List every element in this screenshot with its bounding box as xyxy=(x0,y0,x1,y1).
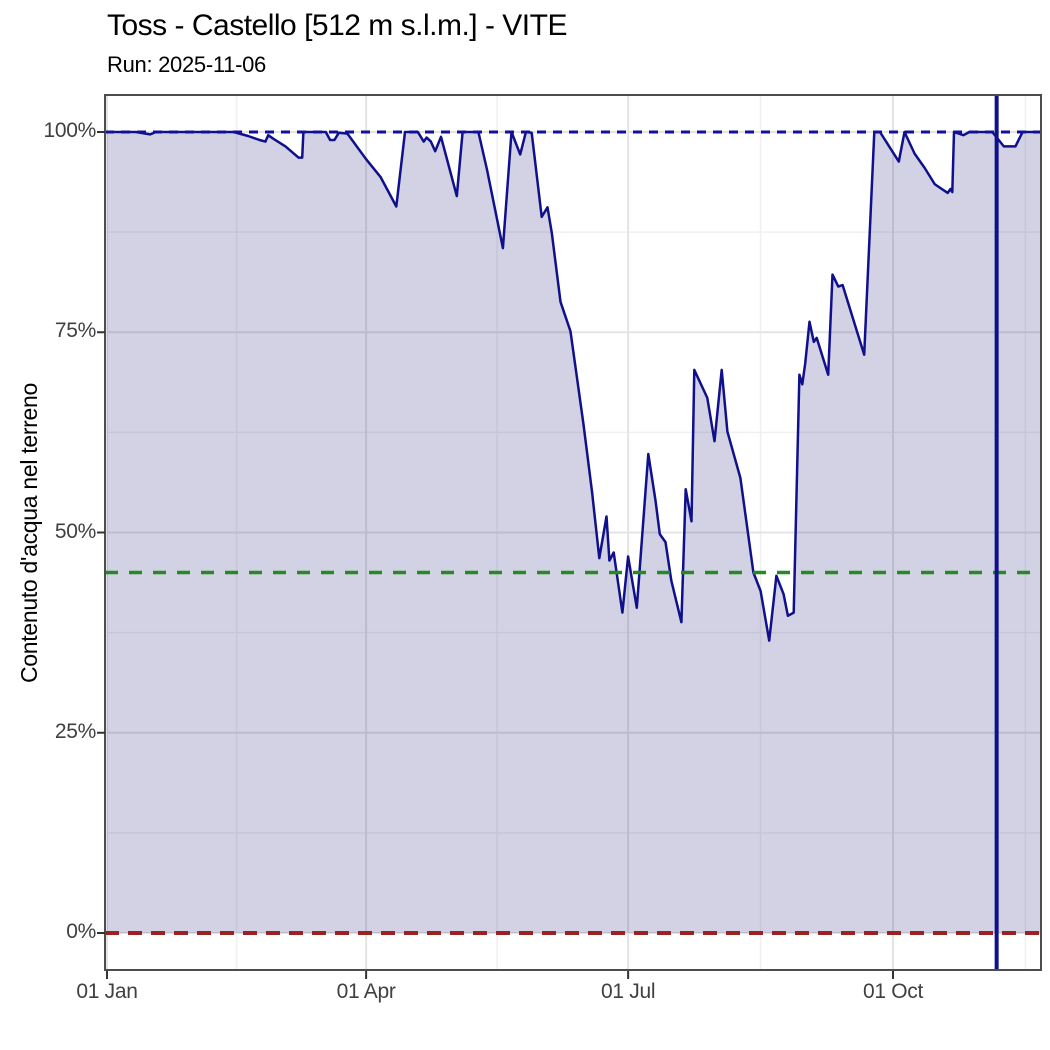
x-tick-label: 01 Jul xyxy=(600,980,656,1003)
x-tick-label: 01 Jan xyxy=(76,980,138,1003)
y-tick-label: 100% xyxy=(43,119,96,142)
x-tick-label: 01 Apr xyxy=(336,980,396,1003)
y-tick-label: 75% xyxy=(54,319,96,343)
chart-subtitle: Run: 2025-11-06 xyxy=(107,52,266,77)
chart-title: Toss - Castello [512 m s.l.m.] - VITE xyxy=(107,9,567,42)
y-tick-label: 25% xyxy=(54,719,96,743)
y-tick-label: 0% xyxy=(66,920,96,943)
x-tick-label: 01 Oct xyxy=(862,980,924,1003)
y-tick-label: 50% xyxy=(54,519,96,543)
soil-water-area xyxy=(107,132,1041,933)
